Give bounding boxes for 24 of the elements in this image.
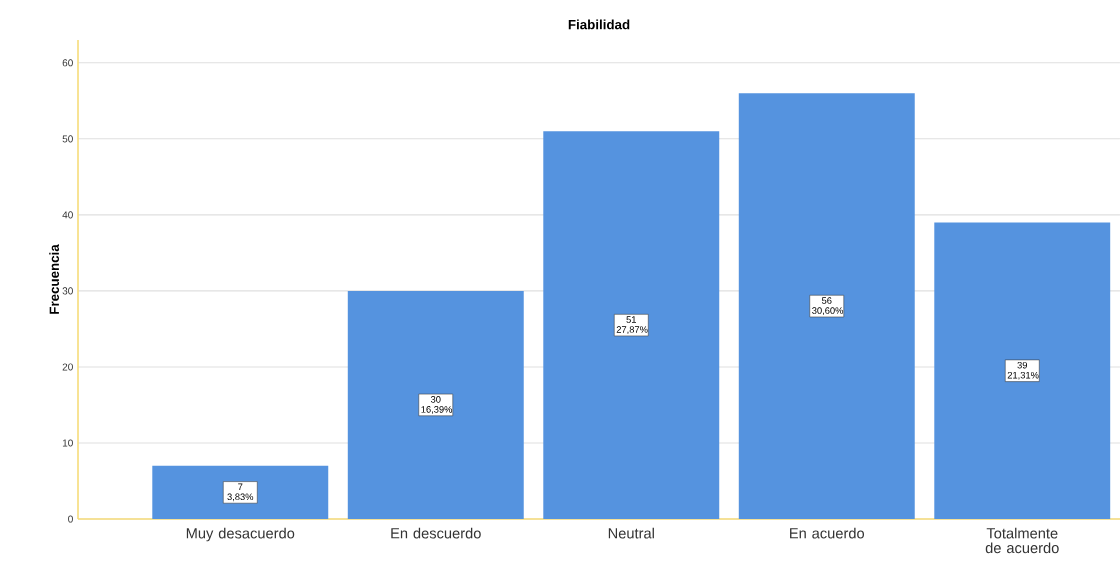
data-label: 7 3,83% <box>227 483 254 502</box>
x-tick-label: En descuerdo <box>391 527 481 539</box>
chart-title: Fiabilidad <box>568 19 630 30</box>
y-tick-label: 40 <box>62 211 73 219</box>
x-tick-label: En acuerdo <box>790 527 865 539</box>
bar <box>152 465 329 519</box>
x-tick-label: Totalmente de acuerdo <box>985 527 1059 554</box>
data-label: 51 27,87% <box>616 316 648 334</box>
bar <box>934 222 1111 519</box>
data-label: 39 21,31% <box>1007 361 1039 380</box>
y-tick-label: 30 <box>62 287 73 295</box>
x-tick-label: Muy desacuerdo <box>186 527 295 542</box>
bar <box>347 290 524 519</box>
y-tick-label: 20 <box>62 363 73 371</box>
y-tick-label: 0 <box>68 515 73 523</box>
data-label: 30 16,39% <box>421 396 453 414</box>
bar <box>738 93 915 519</box>
x-tick-label: Neutral <box>608 527 654 539</box>
data-label: 56 30,60% <box>812 297 844 315</box>
y-tick-label: 60 <box>62 59 73 67</box>
y-tick-label: 10 <box>62 439 73 447</box>
y-axis-title: Frecuencia <box>49 244 60 314</box>
y-tick-label: 50 <box>62 135 73 143</box>
bar <box>543 131 720 519</box>
